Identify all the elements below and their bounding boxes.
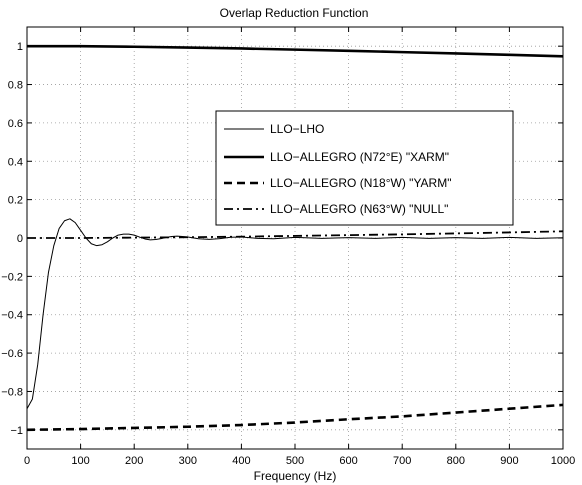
series-line-2 (27, 44, 564, 58)
y-tick-label: 0.2 (8, 195, 23, 207)
legend-box (215, 110, 514, 226)
y-tick-label: −1 (10, 425, 23, 437)
x-tick-label: 500 (286, 455, 304, 467)
y-tick-label: −0.2 (1, 271, 23, 283)
axis-ticks: 0 100 200 300 400 500 600 700 800 900 1000 −1 −0.8 −0… (1, 27, 575, 467)
x-tick-label: 1000 (551, 455, 575, 467)
x-tick-label: 0 (24, 455, 30, 467)
legend-label: LLO−ALLEGRO (N72°E) "XARM" (270, 150, 449, 164)
chart-title: Overlap Reduction Function (220, 6, 369, 20)
x-axis-label: Frequency (Hz) (254, 469, 337, 483)
x-tick-label: 800 (447, 455, 465, 467)
legend-label: LLO−ALLEGRO (N18°W) "YARM" (270, 176, 451, 190)
y-tick-label: 1 (17, 41, 23, 53)
series-line-1 (26, 218, 564, 409)
x-tick-label: 400 (232, 455, 250, 467)
legend-label: LLO−LHO (270, 122, 324, 136)
y-tick-label: −0.6 (1, 348, 23, 360)
x-tick-label: 700 (393, 455, 411, 467)
y-tick-label: 0 (17, 233, 23, 245)
x-tick-label: 600 (339, 455, 357, 467)
series-line-4 (27, 230, 564, 239)
series-lines (26, 44, 564, 432)
x-tick-label: 200 (125, 455, 143, 467)
y-tick-label: −0.4 (1, 310, 23, 322)
series-line-3 (26, 403, 564, 432)
legend-label: LLO−ALLEGRO (N63°W) "NULL" (270, 202, 448, 216)
y-tick-label: −0.8 (1, 386, 23, 398)
y-tick-label: 0.8 (8, 80, 23, 92)
x-tick-label: 100 (71, 455, 89, 467)
y-tick-label: 0.6 (8, 118, 23, 130)
x-tick-label: 900 (500, 455, 518, 467)
legend: LLO−LHO LLO−ALLEGRO (N72°E) "XARM" LLO−ALL… (215, 110, 514, 226)
y-tick-label: 0.4 (8, 156, 23, 168)
x-tick-label: 300 (179, 455, 197, 467)
